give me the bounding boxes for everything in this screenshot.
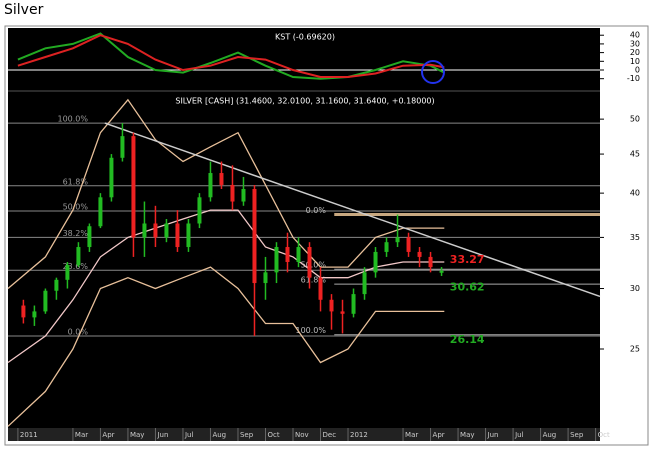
band-line <box>7 209 445 364</box>
candle-body <box>131 136 136 238</box>
kst-title: KST (-0.69620) <box>275 33 335 42</box>
candle-body <box>329 299 334 312</box>
y-tick-label: 25 <box>630 344 640 353</box>
candle-body <box>109 157 114 198</box>
x-tick-label: May <box>130 431 144 439</box>
candle-body <box>21 305 26 318</box>
candle-body <box>395 237 400 243</box>
fib-label-2: 61.8% <box>301 276 327 285</box>
x-tick-label: Apr <box>433 431 445 439</box>
x-tick-label: Dec <box>323 431 337 439</box>
candle-body <box>307 247 312 278</box>
candle-body <box>87 226 92 248</box>
y-tick-label: 30 <box>630 284 640 293</box>
candle-body <box>318 277 323 300</box>
candle-body <box>208 173 213 198</box>
candle-body <box>43 290 48 312</box>
candle-body <box>153 223 158 238</box>
x-tick-label: Sep <box>240 431 254 439</box>
candle-body <box>439 270 444 273</box>
candle-body <box>175 223 180 248</box>
candle-body <box>32 311 37 318</box>
kst-line <box>17 32 445 80</box>
candle-body <box>241 189 246 202</box>
candle-body <box>263 272 268 284</box>
x-tick-label: Nov <box>295 431 309 439</box>
candle-body <box>230 184 235 202</box>
y-tick-label: 40 <box>630 31 640 40</box>
candle-body <box>340 311 345 314</box>
candle-body <box>186 223 191 248</box>
candle-body <box>274 247 279 273</box>
level-value: 33.27 <box>450 253 485 266</box>
y-tick-label: 10 <box>630 57 640 66</box>
candle-body <box>120 136 125 158</box>
fib-label: 23.6% <box>63 262 89 271</box>
candle-body <box>351 294 356 314</box>
kst-line <box>17 34 445 78</box>
y-tick-label: 20 <box>630 48 640 57</box>
plot-bg <box>8 28 600 428</box>
y-tick-label: -10 <box>627 74 640 83</box>
band-line <box>7 266 445 427</box>
level-value: 26.14 <box>450 333 485 346</box>
fib-label: 61.8% <box>63 177 89 186</box>
y-tick-label: 45 <box>630 150 640 159</box>
x-tick-label: Mar <box>405 431 418 439</box>
y-tick-label: 0 <box>635 66 640 75</box>
x-tick-label: Oct <box>598 431 610 439</box>
highlight-circle <box>421 60 445 84</box>
candle-body <box>76 247 81 266</box>
x-tick-label: Oct <box>267 431 279 439</box>
x-tick-label: Jun <box>487 431 499 439</box>
candle-body <box>219 173 224 185</box>
x-tick-label: May <box>460 431 474 439</box>
y-tick-label: 50 <box>630 115 640 124</box>
trend-line <box>104 122 601 298</box>
x-tick-label: Aug <box>543 431 557 439</box>
y-tick-label: 40 <box>630 189 640 198</box>
fib-label: 50.0% <box>63 203 89 212</box>
candle-body <box>164 223 169 238</box>
fib-label: 38.2% <box>63 229 89 238</box>
candle-body <box>406 237 411 252</box>
fib-label-2: 100.0% <box>295 326 326 335</box>
x-tick-label: Aug <box>212 431 226 439</box>
fib-label: 0.0% <box>68 327 89 336</box>
candle-body <box>384 242 389 252</box>
x-tick-label: Sep <box>570 431 584 439</box>
x-axis-strip <box>8 428 600 441</box>
candle-body <box>428 256 433 268</box>
candle-body <box>296 247 301 262</box>
candle-body <box>285 247 290 262</box>
candle-body <box>417 251 422 257</box>
candle-body <box>197 197 202 224</box>
level-value: 30.62 <box>450 281 485 294</box>
candle-body <box>252 189 257 284</box>
band-line <box>7 98 445 289</box>
x-tick-label: 2012 <box>350 431 368 439</box>
price-title: SILVER [CASH] (31.4600, 32.0100, 31.1600… <box>175 97 434 106</box>
candle-body <box>54 279 59 291</box>
candle-body <box>142 223 147 238</box>
y-tick-label: 35 <box>630 233 640 242</box>
page-title: Silver <box>4 2 44 18</box>
x-tick-label: 2011 <box>20 431 38 439</box>
candle-body <box>373 251 378 273</box>
y-tick-label: 30 <box>630 39 640 48</box>
candle-body <box>98 197 103 227</box>
fib-label-2: 50.0% <box>301 261 327 270</box>
fib-label-2: 0.0% <box>306 206 327 215</box>
candle-body <box>362 272 367 295</box>
x-tick-label: Apr <box>102 431 114 439</box>
candle-body <box>65 265 70 280</box>
x-tick-label: Jul <box>514 431 524 439</box>
fib-label: 100.0% <box>57 115 88 124</box>
x-tick-label: Jul <box>184 431 194 439</box>
x-tick-label: Jun <box>156 431 168 439</box>
x-tick-label: Mar <box>75 431 88 439</box>
